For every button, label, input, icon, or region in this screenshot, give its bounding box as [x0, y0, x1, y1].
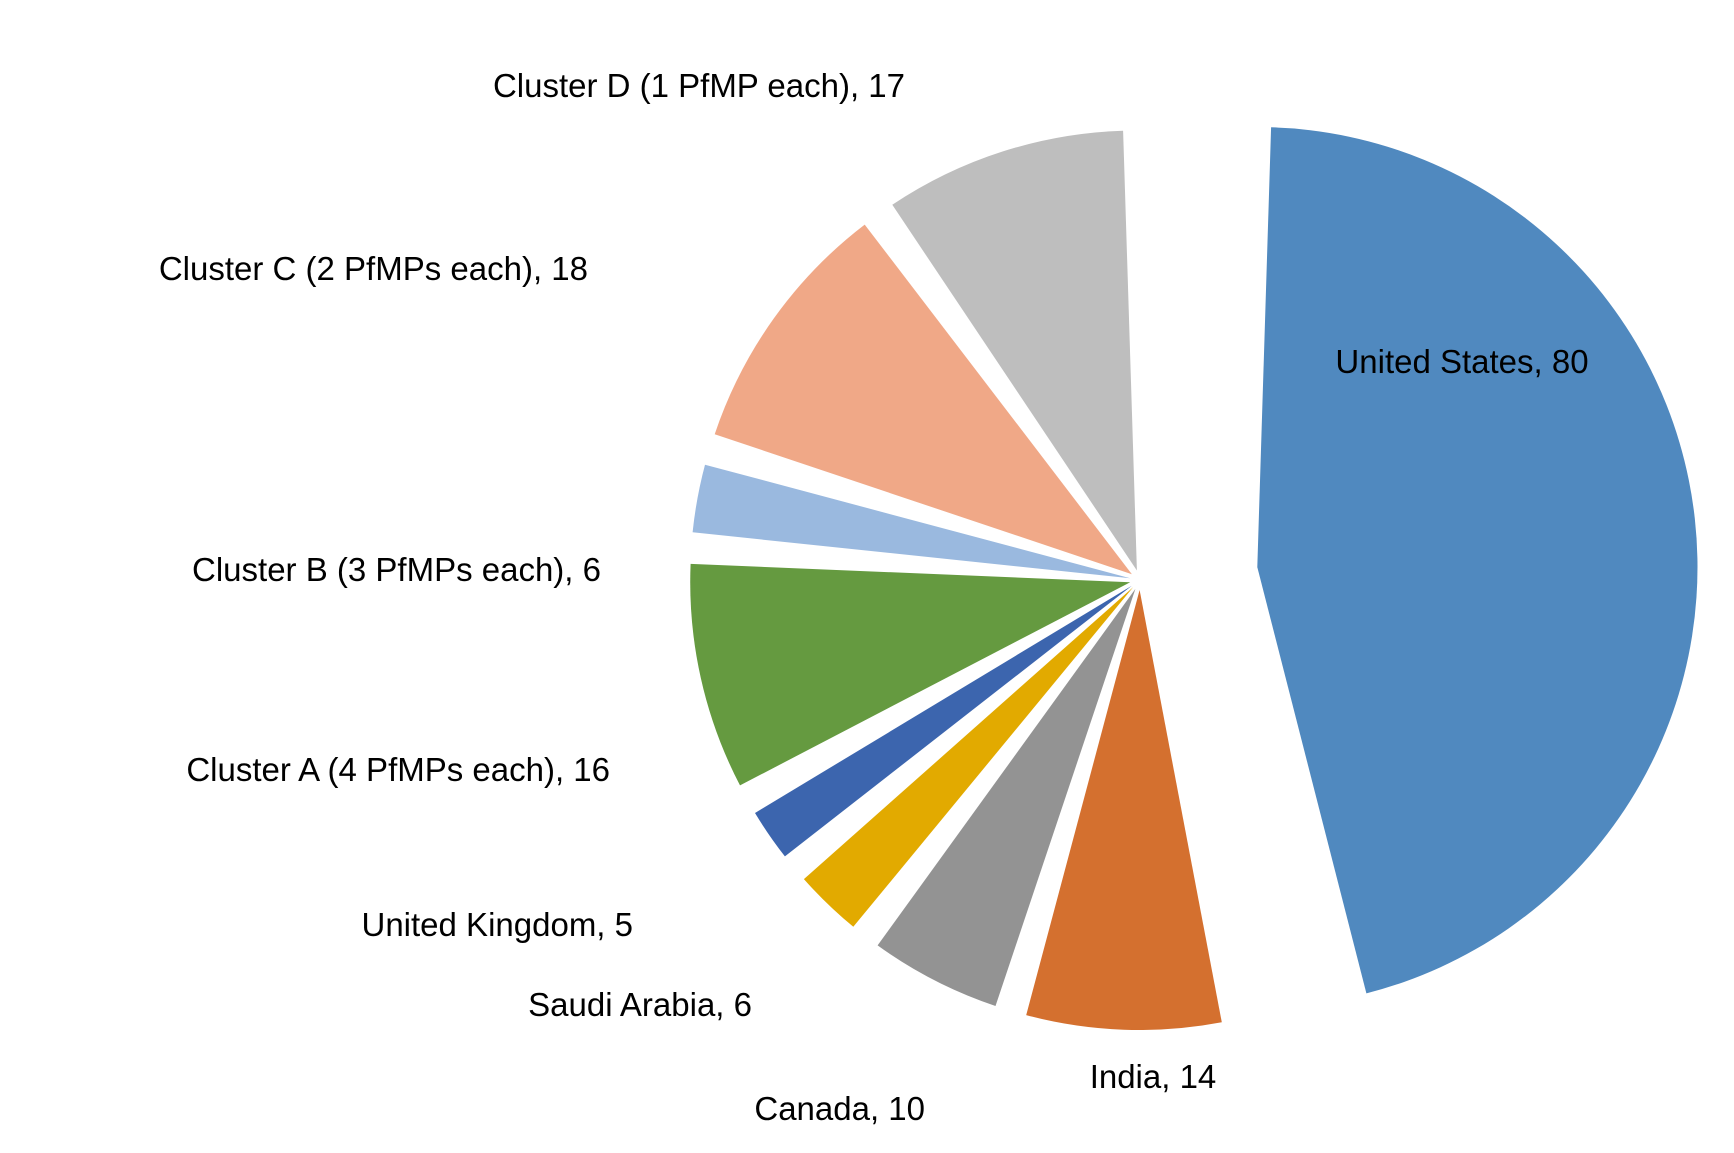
data-label-cluster-d-1-pfmp-each: Cluster D (1 PfMP each), 17	[493, 67, 905, 104]
data-label-india: India, 14	[1090, 1058, 1217, 1095]
pie-slice-india	[1026, 590, 1222, 1031]
pie-slice-saudi-arabia	[803, 587, 1134, 927]
pie-slice-united-kingdom	[755, 585, 1132, 857]
pie-labels: United States, 80 India, 14 Canada, 10 Saud…	[159, 67, 1589, 1127]
pie-slice-cluster-c-2-pfmps-each	[714, 224, 1132, 575]
pie-slices	[690, 127, 1698, 1031]
pie-slice-united-states	[1257, 127, 1698, 994]
data-label-canada: Canada, 10	[754, 1090, 925, 1127]
data-label-cluster-a-4-pfmps-each: Cluster A (4 PfMPs each), 16	[186, 751, 610, 788]
data-label-cluster-c-2-pfmps-each: Cluster C (2 PfMPs each), 18	[159, 250, 588, 287]
pie-slice-cluster-a-4-pfmps-each	[690, 563, 1131, 786]
pie-slice-canada	[877, 588, 1136, 1006]
data-label-united-kingdom: United Kingdom, 5	[362, 906, 634, 943]
pie-slice-cluster-b-3-pfmps-each	[692, 464, 1131, 579]
data-label-saudi-arabia: Saudi Arabia, 6	[528, 986, 752, 1023]
data-label-cluster-b-3-pfmps-each: Cluster B (3 PfMPs each), 6	[192, 551, 601, 588]
data-label-united-states: United States, 80	[1335, 343, 1588, 380]
pie-slice-cluster-d-1-pfmp-each	[892, 130, 1137, 571]
